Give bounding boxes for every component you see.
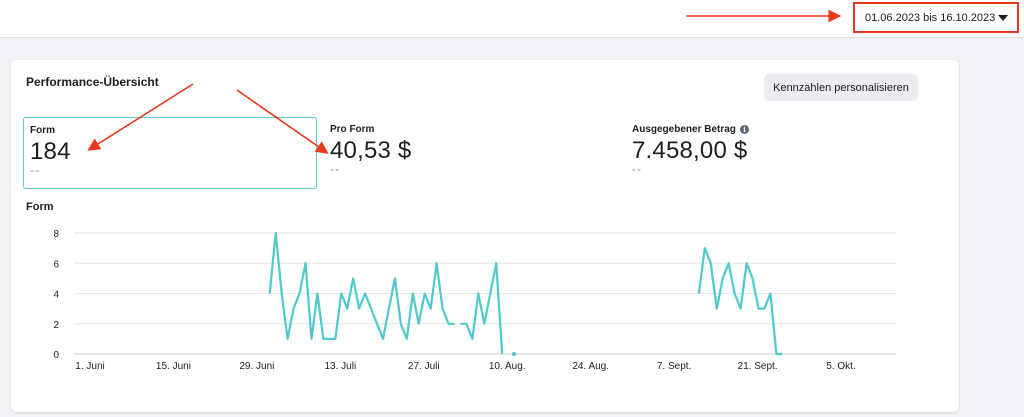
y-tick-label: 0 (53, 350, 59, 361)
chevron-down-icon[interactable] (998, 15, 1008, 21)
data-point (511, 351, 517, 357)
y-tick-label: 4 (53, 290, 59, 301)
metric-label-row: Ausgegebener Betrag i (632, 124, 920, 135)
metric-compare: -- (330, 162, 340, 176)
metric-label: Form (30, 125, 55, 136)
metric-amount-spent[interactable]: Ausgegebener Betrag i 7.458,00 $ -- (626, 117, 926, 189)
chart-title: Form (26, 201, 54, 213)
series-line (697, 247, 783, 356)
metric-value: 7.458,00 $ (632, 137, 748, 164)
x-tick-label: 13. Juli (324, 361, 356, 372)
x-tick-label: 5. Okt. (826, 361, 855, 372)
y-tick-label: 2 (53, 320, 59, 331)
date-range-picker[interactable]: 01.06.2023 bis 16.10.2023 (853, 2, 1019, 33)
metric-value: 40,53 $ (330, 137, 412, 164)
series-line (460, 262, 504, 355)
series-line (268, 231, 455, 340)
x-tick-label: 29. Juni (239, 361, 274, 372)
y-tick-label: 6 (53, 259, 59, 270)
metric-compare: -- (30, 163, 40, 177)
x-tick-label: 21. Sept. (738, 361, 778, 372)
x-tick-label: 27. Juli (408, 361, 440, 372)
personalize-metrics-button[interactable]: Kennzahlen personalisieren (764, 74, 918, 101)
top-bar: 01.06.2023 bis 16.10.2023 (0, 0, 1024, 38)
y-tick-label: 8 (53, 229, 59, 240)
x-tick-label: 24. Aug. (572, 361, 609, 372)
x-tick-label: 10. Aug. (489, 361, 526, 372)
metric-form[interactable]: Form 184 -- (23, 117, 317, 189)
metric-label: Ausgegebener Betrag (632, 124, 736, 135)
metric-value: 184 (30, 138, 71, 165)
metric-per-form[interactable]: Pro Form 40,53 $ -- (324, 117, 618, 189)
x-tick-label: 7. Sept. (657, 361, 691, 372)
metric-compare: -- (632, 162, 642, 176)
info-icon[interactable]: i (739, 125, 749, 134)
date-range-label: 01.06.2023 bis 16.10.2023 (865, 11, 996, 24)
x-tick-label: 15. Juni (156, 361, 191, 372)
x-tick-label: 1. Juni (75, 361, 104, 372)
metric-label: Pro Form (330, 124, 375, 135)
